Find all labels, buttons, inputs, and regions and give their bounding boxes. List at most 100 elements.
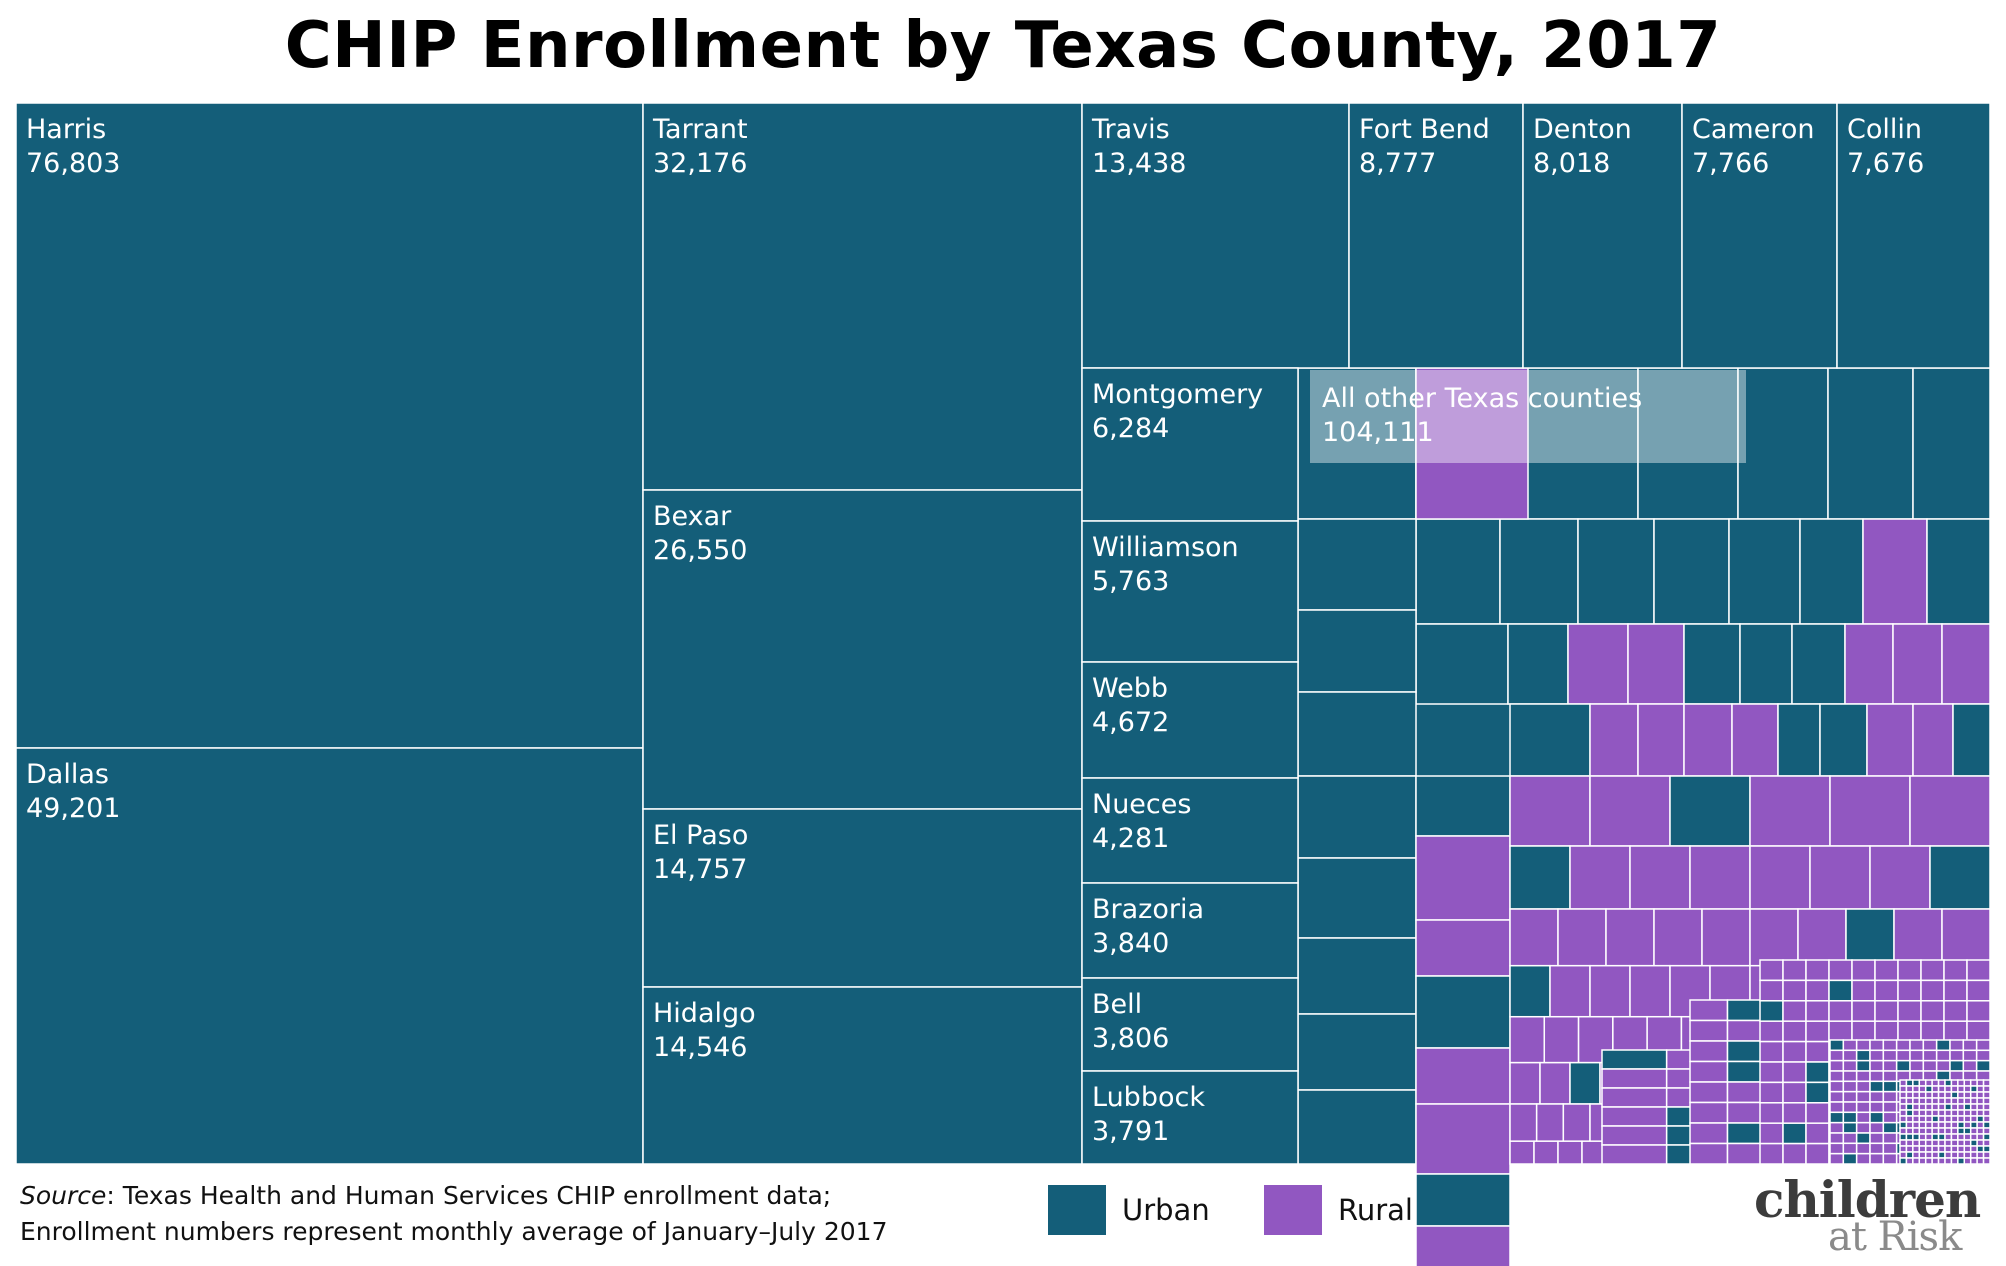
small-county-tile (1950, 1115, 1959, 1123)
small-county-tile (1950, 1109, 1959, 1117)
small-county-tile (1805, 1040, 1830, 1063)
small-county-tile (1982, 1127, 1991, 1135)
small-county-tile (1557, 1140, 1583, 1165)
small-county-tile (1509, 964, 1551, 1018)
small-county-tile (1905, 1139, 1914, 1147)
small-county-tile (1982, 1133, 1991, 1141)
small-county-tile (1966, 959, 1991, 982)
small-county-tile (1851, 979, 1876, 1002)
small-county-tile (1950, 1103, 1959, 1111)
small-county-tile (1759, 1081, 1784, 1104)
small-county-tile (1975, 1059, 1991, 1072)
tile-label-collin: Collin (1847, 114, 1922, 145)
small-county-tile (1749, 845, 1811, 910)
small-county-tile (1737, 367, 1829, 520)
small-county-tile (1944, 1127, 1953, 1135)
logo-line-1: children (1754, 1170, 1981, 1229)
small-county-tile (1937, 1121, 1946, 1129)
small-county-tile (1893, 908, 1943, 967)
tile-label-denton: Denton (1533, 114, 1632, 145)
small-county-tile (1557, 908, 1607, 967)
small-county-tile (1882, 1070, 1898, 1083)
source-note: Source: Texas Health and Human Services … (20, 1178, 887, 1250)
small-county-tile (1950, 1085, 1959, 1093)
small-county-tile (1922, 1039, 1938, 1052)
small-county-tile (1982, 1091, 1991, 1099)
small-county-tile (1829, 1152, 1845, 1165)
small-county-tile (1759, 959, 1784, 982)
tile-lubbock (1081, 1070, 1299, 1165)
small-county-tile (1882, 1080, 1898, 1093)
small-county-tile (1975, 1049, 1991, 1062)
small-county-tile (1957, 1127, 1966, 1135)
small-county-tile (1509, 1140, 1535, 1165)
source-text: : Texas Health and Human Services CHIP e… (106, 1181, 832, 1210)
small-county-tile (1912, 1145, 1921, 1153)
small-county-tile (1905, 1145, 1914, 1153)
small-county-tile (1918, 1079, 1927, 1087)
small-county-tile (1569, 845, 1631, 910)
small-county-tile (1982, 1157, 1991, 1165)
small-county-tile (1829, 1111, 1845, 1124)
small-county-tile (1982, 1115, 1991, 1123)
small-county-tile (1909, 1059, 1925, 1072)
small-county-tile (1982, 1139, 1991, 1147)
small-county-tile (1931, 1109, 1940, 1117)
small-county-tile (1759, 1020, 1784, 1043)
small-county-tile (1842, 1111, 1858, 1124)
small-county-tile (1918, 1115, 1927, 1123)
small-county-tile (1874, 1020, 1899, 1043)
small-county-tile (1918, 1139, 1927, 1147)
small-county-tile (1931, 1115, 1940, 1123)
small-county-tile (1950, 1091, 1959, 1099)
small-county-tile (1982, 1097, 1991, 1105)
small-county-tile (1689, 1060, 1729, 1083)
small-county-tile (1509, 1103, 1538, 1142)
small-county-tile (1782, 1040, 1807, 1063)
small-county-tile (1962, 1049, 1978, 1062)
small-county-tile (1912, 1157, 1921, 1165)
small-county-tile (1543, 1015, 1580, 1064)
small-county-tile (1749, 775, 1831, 847)
small-county-tile (1949, 1039, 1965, 1052)
small-county-tile (1966, 1000, 1991, 1022)
small-county-tile (1855, 1070, 1871, 1083)
small-county-tile (1899, 1133, 1908, 1141)
small-county-tile (1957, 1079, 1966, 1087)
small-county-tile (1539, 1061, 1571, 1105)
small-county-tile (1905, 1109, 1914, 1117)
small-county-tile (1924, 1091, 1933, 1099)
tile-nueces (1081, 777, 1299, 884)
tile-value-montgomery: 6,284 (1092, 413, 1169, 444)
small-county-tile (1905, 1085, 1914, 1093)
small-county-tile (1855, 1152, 1871, 1165)
small-county-tile (1969, 1145, 1978, 1153)
small-county-tile (1899, 1109, 1908, 1117)
small-county-tile (1297, 937, 1417, 1015)
small-county-tile (1899, 1157, 1908, 1165)
small-county-tile (1689, 1040, 1729, 1063)
small-county-tile (1918, 1097, 1927, 1105)
tile-value-webb: 4,672 (1092, 707, 1169, 738)
small-county-tile (1577, 518, 1655, 625)
small-county-tile (1931, 1097, 1940, 1105)
small-county-tile (1944, 1151, 1953, 1159)
small-county-tile (1937, 1133, 1946, 1141)
small-county-tile (1949, 1049, 1965, 1062)
small-county-tile (1782, 959, 1807, 982)
small-county-tile (1976, 1109, 1985, 1117)
small-county-tile (1931, 1079, 1940, 1087)
small-county-tile (1969, 1157, 1978, 1165)
small-county-tile (1969, 1133, 1978, 1141)
small-county-tile (1963, 1139, 1972, 1147)
small-county-tile (1950, 1139, 1959, 1147)
small-county-tile (1799, 518, 1864, 625)
small-county-tile (1905, 1127, 1914, 1135)
small-county-tile (1844, 623, 1894, 705)
small-county-tile (1966, 1020, 1991, 1043)
small-county-tile (1683, 623, 1741, 705)
small-county-tile (1897, 959, 1922, 982)
small-county-tile (1297, 857, 1417, 939)
tile-value-brazoria: 3,840 (1092, 928, 1169, 959)
small-county-tile (1957, 1115, 1966, 1123)
